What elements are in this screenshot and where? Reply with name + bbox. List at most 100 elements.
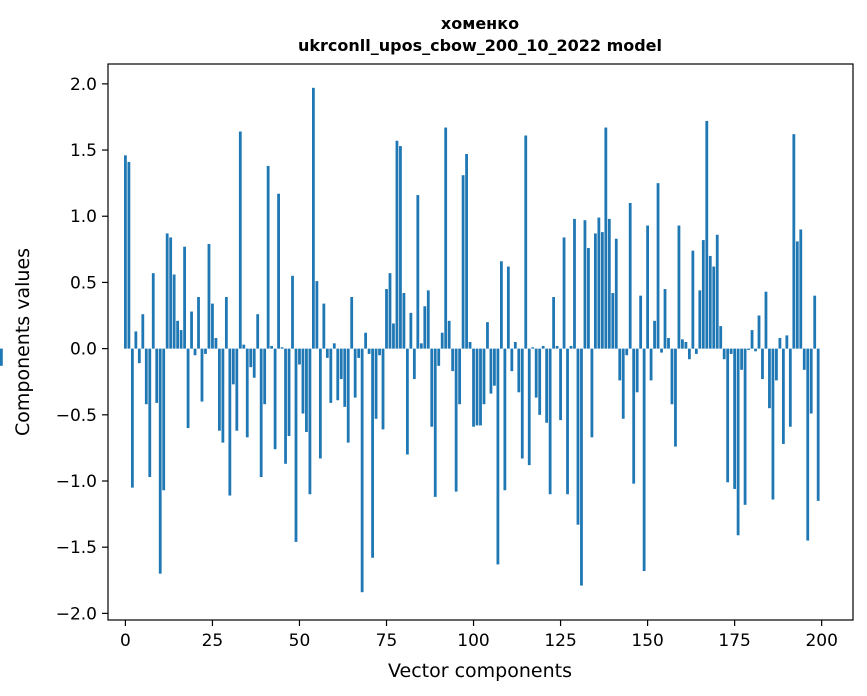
bar xyxy=(733,348,737,489)
chart-title: хоменко xyxy=(441,14,519,33)
bar xyxy=(531,347,535,349)
bar xyxy=(200,348,204,402)
bar xyxy=(284,348,287,464)
bar xyxy=(600,232,604,349)
bar xyxy=(569,345,573,349)
bar xyxy=(141,314,145,349)
bar xyxy=(197,296,200,349)
bar xyxy=(322,303,326,349)
bar xyxy=(433,348,437,497)
bar xyxy=(419,343,423,349)
y-axis-ticks: −2.0 −1.5 −1.0 −0.5 0.0 0.5 1.0 1.5 2.0 xyxy=(56,75,108,624)
bar xyxy=(506,266,510,349)
bar xyxy=(127,161,131,349)
bar xyxy=(148,348,152,478)
bar xyxy=(813,295,817,349)
bar xyxy=(165,233,169,349)
bar xyxy=(176,320,180,349)
bar xyxy=(527,348,531,466)
bar xyxy=(430,348,434,427)
bar xyxy=(124,155,127,349)
bar xyxy=(687,348,691,360)
bar xyxy=(339,348,343,380)
bar xyxy=(353,348,357,398)
bar xyxy=(381,348,385,430)
bar xyxy=(315,281,319,349)
bar xyxy=(193,348,197,356)
bar xyxy=(510,348,514,372)
bar xyxy=(740,348,743,370)
bar xyxy=(520,348,524,459)
bar xyxy=(468,342,472,349)
bar xyxy=(625,348,629,356)
bar xyxy=(402,293,406,349)
bar xyxy=(371,348,374,558)
bar xyxy=(517,348,521,393)
y-tick-label: 2.0 xyxy=(70,75,97,95)
bar xyxy=(465,154,468,349)
y-tick-label: 0.5 xyxy=(70,273,97,293)
bar xyxy=(795,241,799,349)
y-tick-label: 1.0 xyxy=(70,207,97,227)
bar xyxy=(729,348,733,354)
bar xyxy=(663,289,667,349)
bar xyxy=(137,348,141,364)
bar xyxy=(788,348,792,427)
bar xyxy=(489,348,493,394)
bar xyxy=(513,342,517,349)
bar xyxy=(318,348,322,459)
bar xyxy=(134,331,138,349)
bar xyxy=(684,342,688,349)
bar xyxy=(583,220,587,349)
x-tick-label: 50 xyxy=(289,631,311,651)
bar xyxy=(263,348,267,405)
bar xyxy=(715,234,719,349)
bar xyxy=(667,338,670,349)
bar xyxy=(635,348,639,393)
bar xyxy=(461,175,465,349)
bar xyxy=(566,348,569,495)
bar xyxy=(172,274,176,349)
bar xyxy=(378,348,381,356)
bar xyxy=(252,348,256,378)
bar xyxy=(235,348,239,431)
bar xyxy=(228,348,232,496)
bar xyxy=(639,295,643,349)
bar xyxy=(562,237,566,349)
bar xyxy=(270,345,274,349)
bar xyxy=(169,237,173,349)
bar xyxy=(604,127,608,349)
bar xyxy=(151,273,155,349)
bar xyxy=(336,348,340,401)
y-tick-label: −1.5 xyxy=(56,538,97,558)
bar xyxy=(618,348,622,381)
bar xyxy=(548,348,552,495)
bar xyxy=(332,343,336,349)
bar xyxy=(162,348,166,491)
bar xyxy=(364,332,368,349)
bar xyxy=(360,348,364,593)
bar xyxy=(343,348,347,407)
bar xyxy=(552,296,555,349)
bar xyxy=(367,348,371,354)
bar xyxy=(458,348,462,405)
chart-subtitle: ukrconll_upos_cbow_200_10_2022 model xyxy=(298,36,662,55)
bar xyxy=(350,296,354,349)
bar xyxy=(503,348,507,491)
bar xyxy=(747,348,750,350)
bar xyxy=(607,218,611,349)
bar xyxy=(395,140,399,349)
x-tick-label: 125 xyxy=(544,631,576,651)
bar xyxy=(761,348,764,380)
bar xyxy=(708,255,712,349)
bar xyxy=(291,275,294,349)
bar xyxy=(771,348,775,500)
bar xyxy=(500,261,503,349)
bar xyxy=(179,330,183,349)
bar xyxy=(399,146,402,349)
bar xyxy=(231,348,235,385)
bar xyxy=(412,348,416,380)
bar xyxy=(249,348,253,368)
bar xyxy=(294,348,298,542)
